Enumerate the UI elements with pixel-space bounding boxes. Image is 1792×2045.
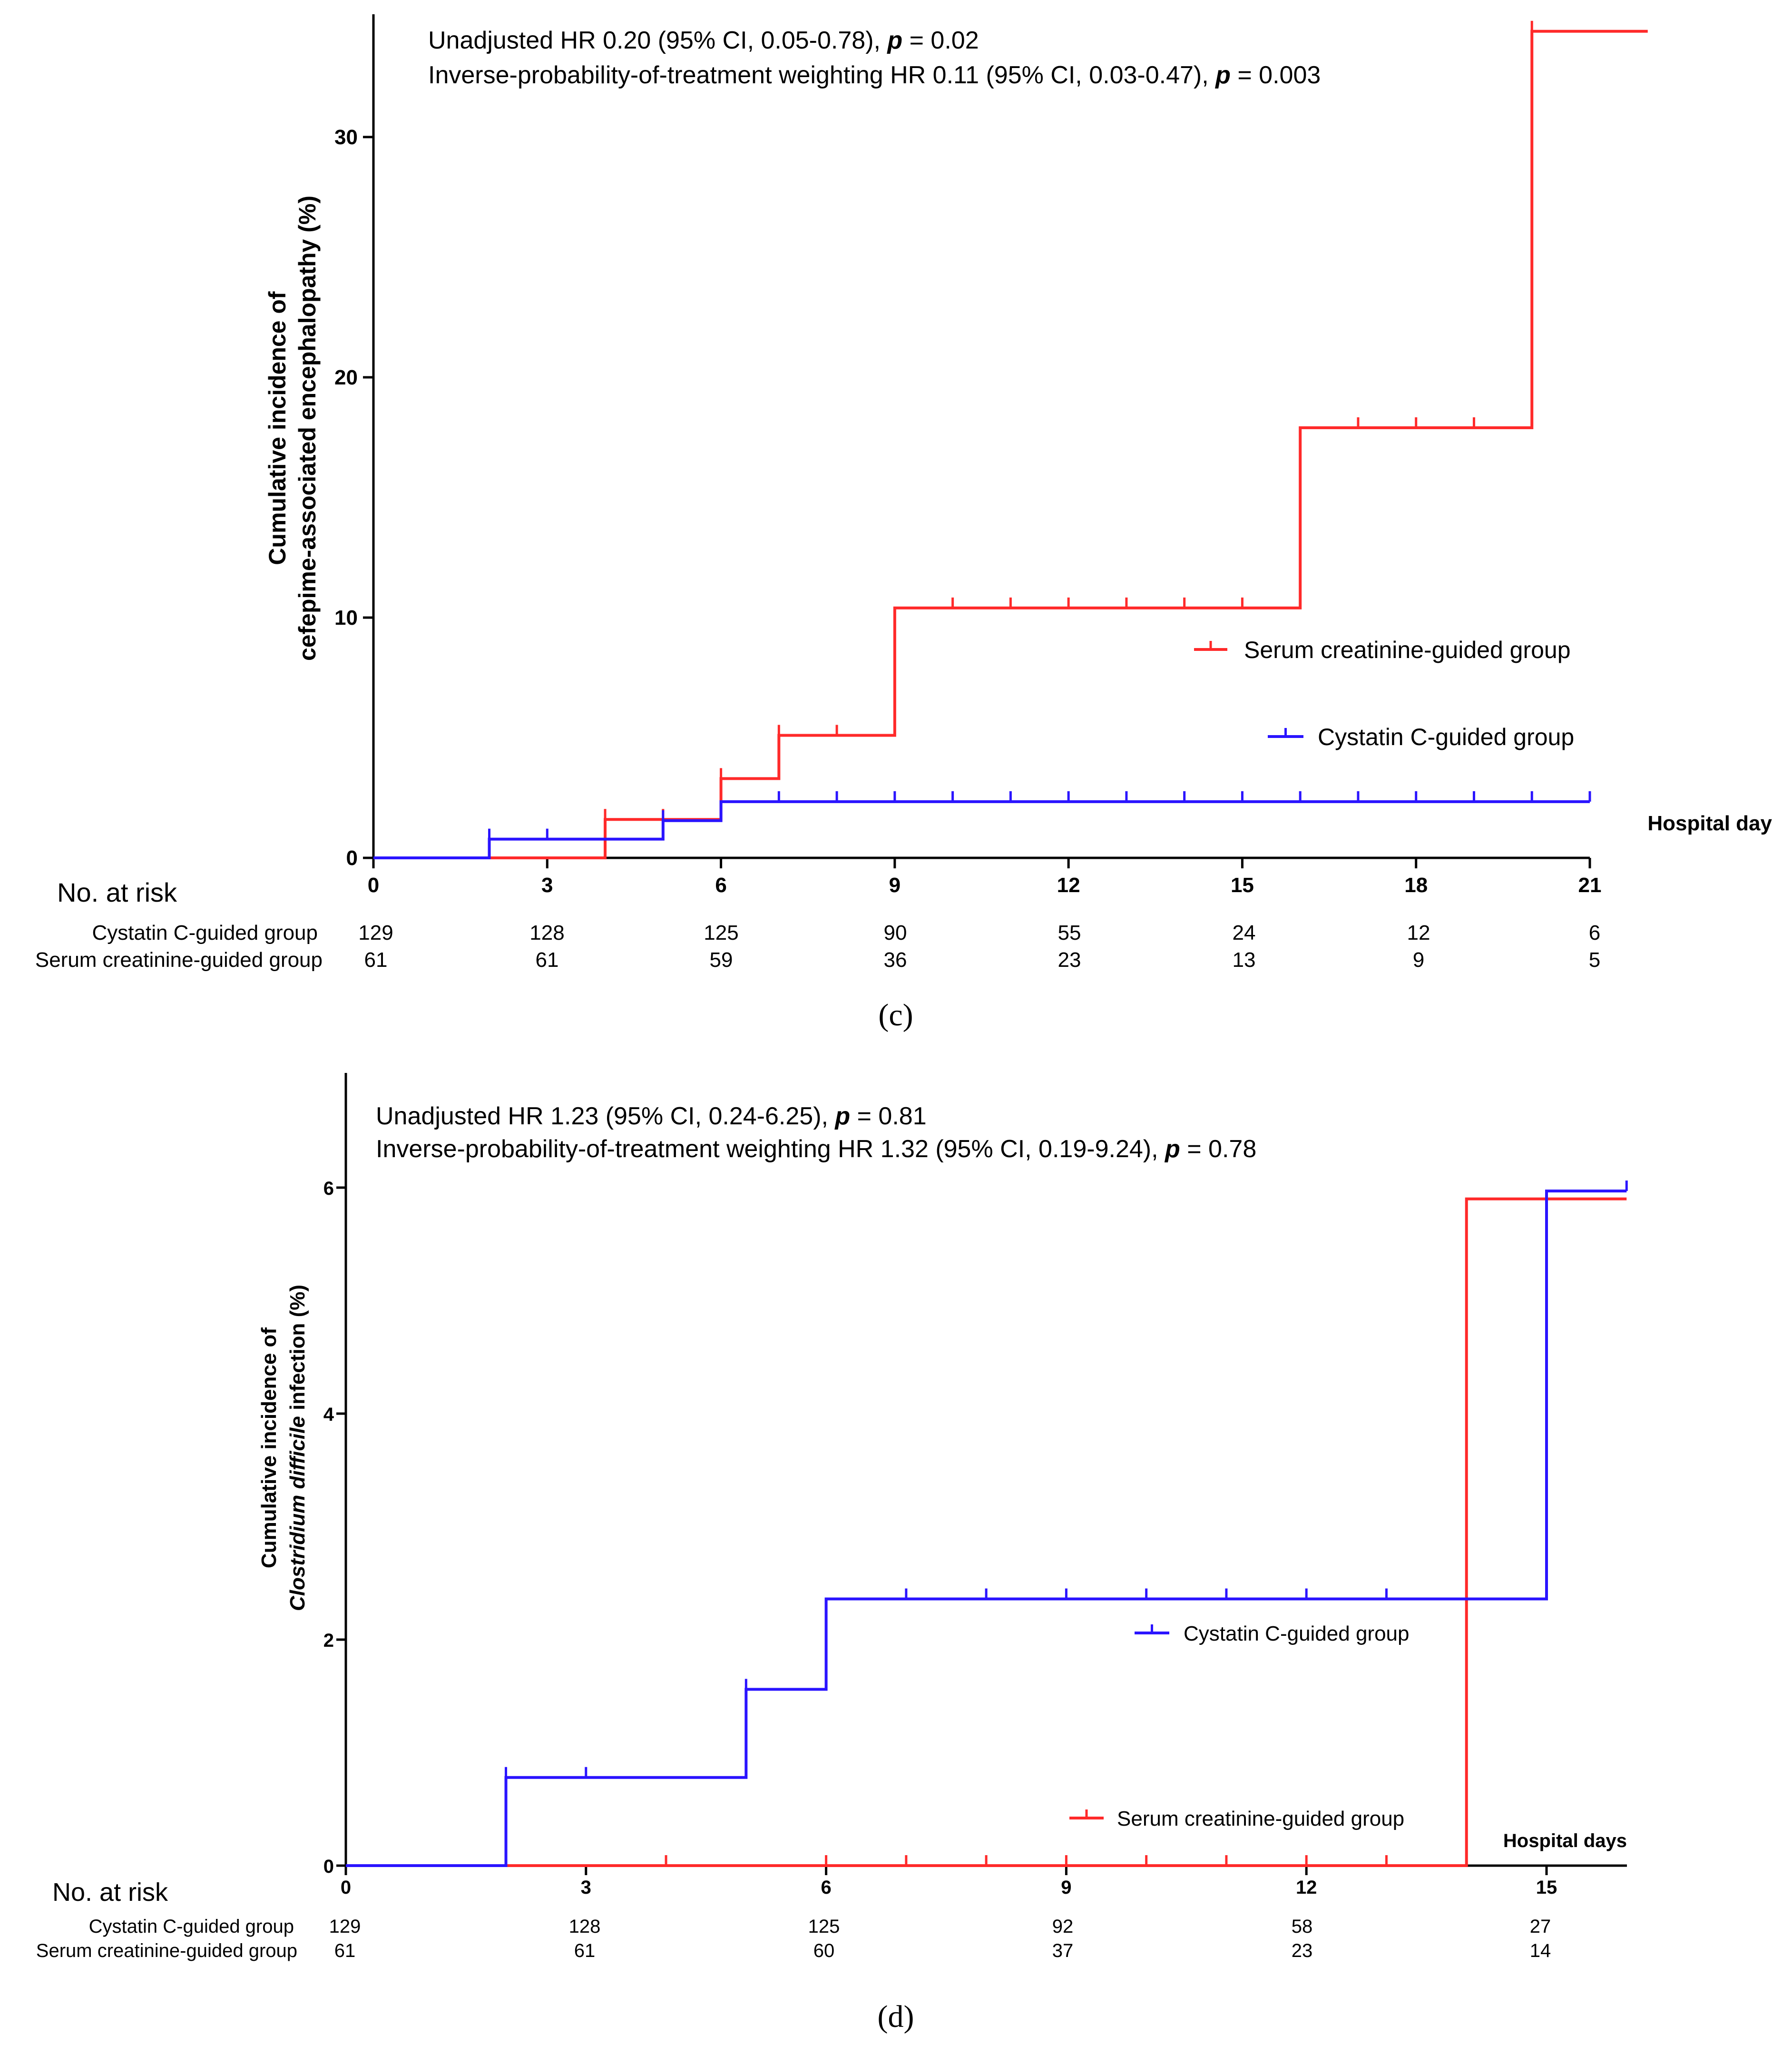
risk-value: 12 [1407, 921, 1430, 944]
series-line-cystatin [346, 1190, 1627, 1867]
survival-curves [373, 20, 1648, 859]
risk-value: 128 [569, 1916, 601, 1937]
x-tick-label: 3 [541, 874, 553, 897]
y-axis-label-line-1: Cumulative incidence of [264, 291, 291, 565]
risk-value: 60 [813, 1940, 835, 1961]
y-tick-label: 0 [346, 846, 358, 870]
x-tick-label: 15 [1536, 1877, 1557, 1898]
x-tick-label: 3 [581, 1877, 591, 1898]
panel-d: Unadjusted HR 1.23 (95% CI, 0.24-6.25), … [36, 1073, 1628, 2034]
axes: 0 3 6 9 12 15 18 21 0 10 20 30 [334, 14, 1601, 897]
series-line-cystatin [373, 800, 1590, 859]
risk-value: 24 [1233, 921, 1256, 944]
risk-value: 90 [884, 921, 907, 944]
x-tick-label: 12 [1057, 874, 1080, 897]
panel-c: Unadjusted HR 0.20 (95% CI, 0.05-0.78), … [35, 14, 1772, 1032]
risk-value: 27 [1530, 1916, 1551, 1937]
y-axis-label-line-1: Cumulative incidence of [257, 1327, 281, 1568]
risk-value: 92 [1052, 1916, 1074, 1937]
risk-value: 36 [884, 948, 907, 972]
risk-table-values: 129 128 125 90 55 24 12 6 61 61 59 36 23 13 9 5 [358, 921, 1600, 972]
risk-table-title: No. at risk [57, 877, 177, 907]
panel-label: (d) [878, 1999, 914, 2034]
y-tick-label: 6 [323, 1178, 334, 1199]
y-tick-label: 10 [334, 606, 358, 629]
risk-value: 61 [364, 948, 388, 972]
y-tick-label: 30 [334, 126, 358, 149]
risk-value: 9 [1413, 948, 1424, 972]
risk-value: 6 [1589, 921, 1600, 944]
legend-label-cystatin: Cystatin C-guided group [1318, 724, 1574, 750]
x-tick-label: 6 [715, 874, 726, 897]
risk-value: 128 [529, 921, 564, 944]
x-tick-label: 0 [341, 1877, 351, 1898]
panel-label: (c) [878, 998, 913, 1032]
annotation-line-1: Unadjusted HR 0.20 (95% CI, 0.05-0.78), … [428, 27, 979, 54]
risk-table-title: No. at risk [52, 1878, 168, 1907]
risk-table-values: 129 128 125 92 58 27 61 61 60 37 23 14 [329, 1916, 1551, 1961]
risk-row-label-cystatin: Cystatin C-guided group [89, 1916, 294, 1937]
risk-value: 61 [574, 1940, 596, 1961]
risk-row-label-cystatin: Cystatin C-guided group [92, 921, 318, 944]
x-tick-label: 6 [821, 1877, 831, 1898]
legend-label-cystatin: Cystatin C-guided group [1184, 1622, 1409, 1645]
risk-value: 61 [334, 1940, 356, 1961]
risk-row-label-serum: Serum creatinine-guided group [36, 1940, 297, 1961]
x-tick-label: 9 [889, 874, 901, 897]
risk-value: 23 [1292, 1940, 1313, 1961]
x-tick-label: 18 [1404, 874, 1428, 897]
annotation-line-1: Unadjusted HR 1.23 (95% CI, 0.24-6.25), … [376, 1102, 927, 1130]
legend: Serum creatinine-guided group Cystatin C-… [1194, 637, 1574, 750]
legend-label-serum: Serum creatinine-guided group [1244, 637, 1571, 663]
x-axis-label: Hospital days [1503, 1830, 1627, 1851]
y-axis-label-line-2: cefepime-associated encephalopathy (%) [294, 196, 321, 661]
series-line-serum [346, 1197, 1627, 1867]
x-tick-label: 15 [1231, 874, 1254, 897]
risk-value: 14 [1530, 1940, 1551, 1961]
risk-value: 125 [808, 1916, 840, 1937]
risk-value: 55 [1058, 921, 1081, 944]
risk-row-label-serum: Serum creatinine-guided group [35, 948, 323, 972]
y-tick-label: 4 [323, 1404, 334, 1425]
risk-value: 58 [1292, 1916, 1313, 1937]
y-axis-label-line-2: Clostridium difficile infection (%) [286, 1285, 309, 1611]
risk-value: 129 [329, 1916, 361, 1937]
x-tick-label: 9 [1061, 1877, 1071, 1898]
risk-value: 125 [704, 921, 738, 944]
legend: Cystatin C-guided group Serum creatinine-… [1069, 1622, 1409, 1830]
axes: 0 3 6 9 12 15 0 2 4 6 [323, 1073, 1627, 1898]
legend-label-serum: Serum creatinine-guided group [1117, 1807, 1404, 1830]
y-tick-label: 20 [334, 366, 358, 389]
x-tick-label: 0 [368, 874, 379, 897]
annotation-line-2: Inverse-probability-of-treatment weighti… [376, 1135, 1256, 1163]
risk-value: 59 [710, 948, 733, 972]
y-tick-label: 2 [323, 1630, 334, 1651]
risk-value: 61 [536, 948, 559, 972]
x-tick-label: 21 [1578, 874, 1602, 897]
x-axis-label: Hospital day [1647, 812, 1772, 835]
risk-value: 5 [1589, 948, 1600, 972]
survival-curves [346, 1180, 1628, 1867]
x-tick-label: 12 [1296, 1877, 1317, 1898]
risk-value: 23 [1058, 948, 1081, 972]
y-tick-label: 0 [323, 1856, 334, 1877]
risk-value: 13 [1233, 948, 1256, 972]
annotation-line-2: Inverse-probability-of-treatment weighti… [428, 61, 1321, 89]
risk-value: 129 [358, 921, 393, 944]
risk-value: 37 [1052, 1940, 1074, 1961]
